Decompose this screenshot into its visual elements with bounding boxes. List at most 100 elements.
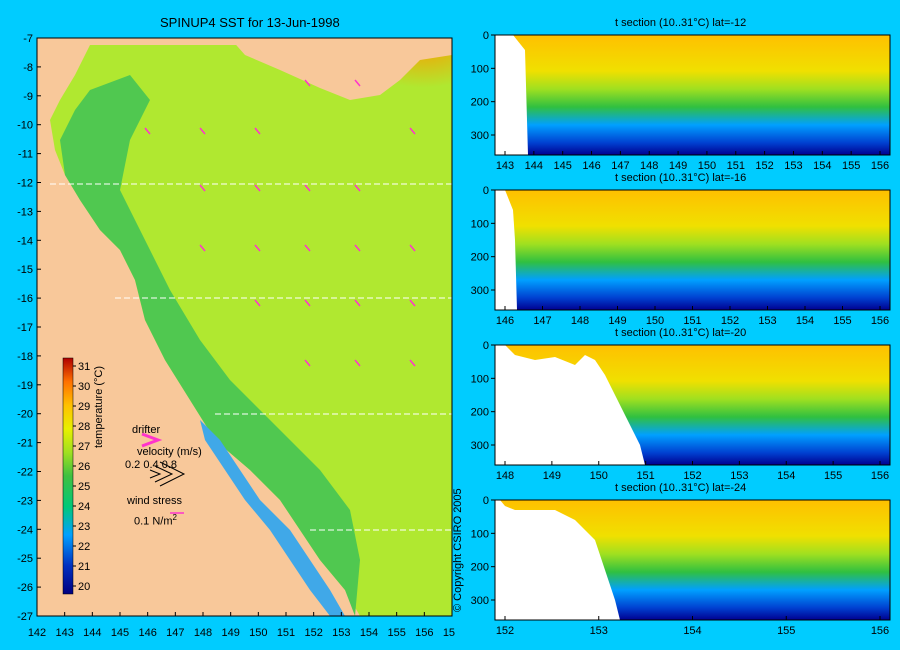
lat-tick-label: -10 bbox=[17, 120, 33, 132]
lon-tick-label: 143 bbox=[55, 627, 73, 639]
section-lon-tick-label: 155 bbox=[842, 160, 860, 172]
velocity-label: velocity (m/s) bbox=[137, 446, 202, 458]
lon-tick-label: 152 bbox=[304, 627, 322, 639]
colorbar-tick-label: 31 bbox=[78, 361, 90, 373]
depth-tick-label: 0 bbox=[483, 495, 489, 507]
depth-tick-label: 200 bbox=[471, 407, 489, 419]
section-lon-tick-label: 154 bbox=[813, 160, 831, 172]
lon-tick-label: 154 bbox=[360, 627, 378, 639]
sst-map: -7 -8 -9 -10 -11 -12 -13 -14 -15 -16 -17 -18 -19 -20 -… bbox=[17, 33, 455, 639]
depth-tick-label: 100 bbox=[471, 373, 489, 385]
lon-axis: 142 143 144 145 146 147 148 149 150 151 152 153 154 1… bbox=[28, 612, 455, 639]
section-lon-tick-label: 155 bbox=[777, 625, 795, 637]
lat-tick-label: -16 bbox=[17, 293, 33, 305]
section-lon-tick-label: 148 bbox=[571, 315, 589, 327]
section-lon-tick-label: 152 bbox=[721, 315, 739, 327]
section-lon-tick-label: 147 bbox=[533, 315, 551, 327]
lat-tick-label: -9 bbox=[23, 91, 33, 103]
lat-tick-label: -17 bbox=[17, 322, 33, 334]
section-lon-tick-label: 153 bbox=[784, 160, 802, 172]
section-lon-tick-label: 154 bbox=[683, 625, 701, 637]
lon-tick-label: 151 bbox=[277, 627, 295, 639]
section-lon-tick-label: 153 bbox=[730, 470, 748, 482]
section-landmask bbox=[495, 345, 645, 465]
lat-tick-label: -15 bbox=[17, 264, 33, 276]
section-lon-tick-label: 154 bbox=[777, 470, 795, 482]
depth-tick-label: 300 bbox=[471, 285, 489, 297]
section-lon-tick-label: 149 bbox=[669, 160, 687, 172]
colorbar-tick-label: 30 bbox=[78, 381, 90, 393]
ocean-area bbox=[50, 45, 452, 616]
lat-tick-label: -23 bbox=[17, 495, 33, 507]
section-lon-tick-label: 154 bbox=[796, 315, 814, 327]
depth-tick-label: 200 bbox=[471, 97, 489, 109]
section-lon-tick-label: 143 bbox=[496, 160, 514, 172]
colorbar-tick-label: 22 bbox=[78, 541, 90, 553]
section-lon-tick-label: 146 bbox=[582, 160, 600, 172]
lon-tick-label: 149 bbox=[221, 627, 239, 639]
lat-tick-label: -11 bbox=[18, 149, 33, 161]
colorbar-ticks: 31 30 29 28 27 26 25 24 23 22 21 20 bbox=[73, 361, 90, 593]
lat-tick-label: -12 bbox=[17, 178, 33, 190]
lat-tick-label: -22 bbox=[17, 467, 33, 479]
lat-tick-label: -7 bbox=[23, 33, 33, 45]
lat-tick-label: -25 bbox=[17, 553, 33, 565]
section-lon-tick-label: 151 bbox=[636, 470, 654, 482]
section-lon-tick-label: 156 bbox=[871, 160, 889, 172]
drifter-label: drifter bbox=[132, 424, 161, 436]
section-panel: 0 100 200 300 152 153 154 155 156 bbox=[471, 495, 891, 637]
lon-tick-label: 153 bbox=[332, 627, 350, 639]
colorbar-tick-label: 27 bbox=[78, 441, 90, 453]
lon-tick-label: 156 bbox=[415, 627, 433, 639]
new-guinea-coast bbox=[230, 38, 452, 100]
section-lon-tick-label: 153 bbox=[758, 315, 776, 327]
section-panel: 0 100 200 300 148 149 150 151 152 153 154 155 156 bbox=[471, 340, 891, 482]
section-title: t section (10..31°C) lat=-12 bbox=[615, 17, 747, 29]
depth-tick-label: 300 bbox=[471, 440, 489, 452]
lat-tick-label: -13 bbox=[17, 206, 33, 218]
section-lon-tick-label: 146 bbox=[496, 315, 514, 327]
section-title: t section (10..31°C) lat=-24 bbox=[615, 482, 747, 494]
section-field bbox=[495, 35, 890, 155]
section-lon-tick-label: 153 bbox=[590, 625, 608, 637]
depth-tick-label: 100 bbox=[471, 528, 489, 540]
section-panel: 0 100 200 300 143 144 145 146 147 148 149 150 151 152… bbox=[471, 30, 891, 172]
lon-tick-label: 142 bbox=[28, 627, 46, 639]
section-panel: 0 100 200 300 146 147 148 149 150 151 152 153 154 155… bbox=[471, 185, 891, 327]
section-lon-tick-label: 150 bbox=[646, 315, 664, 327]
section-title: t section (10..31°C) lat=-20 bbox=[615, 327, 747, 339]
section-panels: 0 100 200 300 143 144 145 146 147 148 149 150 151 152… bbox=[471, 30, 891, 637]
section-landmask bbox=[495, 500, 620, 620]
lat-tick-label: -8 bbox=[23, 62, 33, 74]
depth-tick-label: 100 bbox=[471, 63, 489, 75]
colorbar-tick-label: 23 bbox=[78, 521, 90, 533]
section-lon-tick-label: 147 bbox=[611, 160, 629, 172]
south-coast-shelf bbox=[200, 420, 345, 616]
lat-tick-label: -20 bbox=[17, 409, 33, 421]
colorbar-label: temperature (°C) bbox=[93, 365, 105, 448]
section-landmask bbox=[495, 35, 528, 155]
colorbar-tick-label: 25 bbox=[78, 481, 90, 493]
section-lon-tick-label: 152 bbox=[683, 470, 701, 482]
colorbar-tick-label: 28 bbox=[78, 421, 90, 433]
colorbar-tick-label: 24 bbox=[78, 501, 90, 513]
lon-tick-label: 148 bbox=[194, 627, 212, 639]
lat-tick-label: -21 bbox=[17, 438, 33, 450]
reef-shelf bbox=[60, 75, 360, 616]
section-lines bbox=[50, 183, 452, 531]
section-field bbox=[495, 190, 890, 310]
section-landmask bbox=[495, 190, 517, 310]
section-lon-tick-label: 145 bbox=[554, 160, 572, 172]
colorbar bbox=[62, 357, 74, 595]
lat-axis: -7 -8 -9 -10 -11 -12 -13 -14 -15 -16 -17 -18 -19 -20 -… bbox=[17, 33, 41, 623]
section-title: t section (10..31°C) lat=-16 bbox=[615, 172, 747, 184]
depth-tick-label: 300 bbox=[471, 130, 489, 142]
section-lon-tick-label: 151 bbox=[683, 315, 701, 327]
depth-tick-label: 300 bbox=[471, 595, 489, 607]
lon-tick-label: 155 bbox=[387, 627, 405, 639]
section-lon-tick-label: 150 bbox=[698, 160, 716, 172]
section-lon-tick-label: 155 bbox=[833, 315, 851, 327]
section-lon-tick-label: 151 bbox=[727, 160, 745, 172]
depth-tick-label: 100 bbox=[471, 218, 489, 230]
lat-tick-label: -18 bbox=[17, 351, 33, 363]
